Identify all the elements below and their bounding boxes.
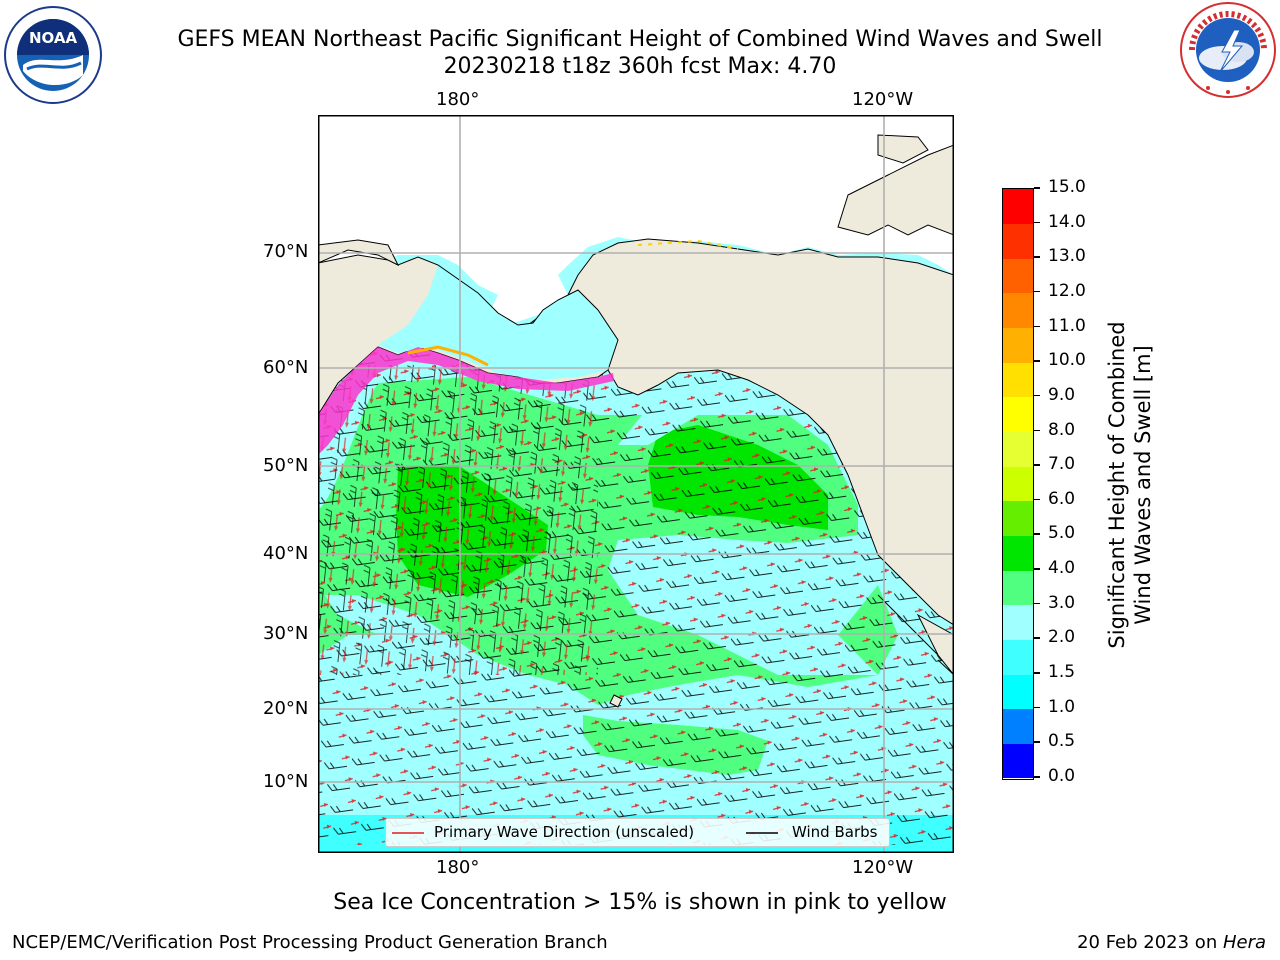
colorbar-tick-mark: [1034, 394, 1040, 397]
colorbar-tick-label: 6.0: [1048, 488, 1076, 509]
colorbar-tick-mark: [1034, 498, 1040, 501]
map-title: GEFS MEAN Northeast Pacific Significant …: [177, 27, 1103, 52]
colorbar-cell: [1003, 708, 1033, 744]
colorbar-tick-mark: [1034, 637, 1040, 639]
land-hawaii: [609, 694, 623, 708]
graticule: [318, 115, 954, 853]
colorbar-tick-label: 1.0: [1048, 696, 1076, 717]
colorbar-cell: [1003, 396, 1033, 433]
colorbar-cell: [1003, 362, 1033, 398]
colorbar-tick-label: 0.5: [1048, 731, 1076, 752]
colorbar-tick-label: 1.5: [1048, 662, 1076, 683]
lon-label-top-120w: 120°W: [852, 89, 914, 110]
wave-height-map: [318, 115, 954, 853]
colorbar-tick-mark: [1034, 776, 1040, 778]
nws-logo: [1178, 0, 1278, 100]
colorbar-cell: [1003, 466, 1033, 502]
colorbar-tick-label: 7.0: [1048, 454, 1076, 475]
lat-label-10n: 10°N: [263, 771, 309, 792]
lon-label-bottom-180: 180°: [436, 857, 480, 878]
colorbar-tick-label: 12.0: [1048, 280, 1086, 301]
land-arctic-islands: [837, 144, 954, 236]
colorbar-tick-label: 15.0: [1048, 177, 1086, 197]
colorbar-tick-mark: [1034, 256, 1040, 258]
colorbar-cell: [1003, 639, 1033, 675]
colorbar-cell: [1003, 535, 1033, 571]
map-legend: Primary Wave Direction (unscaled) Wind B…: [385, 818, 890, 847]
colorbar-cell: [1003, 743, 1033, 779]
colorbar-tick-mark: [1034, 360, 1040, 362]
host-text: Hera: [1222, 932, 1266, 953]
colorbar-tick-label: 3.0: [1048, 592, 1076, 613]
map-panel: [318, 115, 954, 853]
colorbar-cell: [1003, 223, 1033, 259]
colorbar-cell: [1003, 258, 1033, 294]
colorbar-tick-label: 11.0: [1048, 315, 1086, 336]
colorbar-tick-mark: [1034, 706, 1040, 709]
colorbar: [1002, 188, 1034, 780]
colorbar-tick-label: 4.0: [1048, 558, 1076, 579]
lat-label-70n: 70°N: [263, 241, 309, 262]
wave-direction-legend-line: [392, 832, 424, 834]
colorbar-tick-label: 10.0: [1048, 350, 1086, 371]
colorbar-tick-mark: [1034, 187, 1040, 189]
lat-label-60n: 60°N: [263, 357, 309, 378]
colorbar-tick-label: 13.0: [1048, 246, 1086, 267]
colorbar-tick-mark: [1034, 290, 1040, 293]
colorbar-tick-label: 14.0: [1048, 211, 1086, 232]
wind-barbs-legend-label: Wind Barbs: [792, 823, 878, 841]
lat-label-30n: 30°N: [263, 623, 309, 644]
lat-label-50n: 50°N: [263, 455, 309, 476]
colorbar-tick-label: 5.0: [1048, 523, 1076, 544]
colorbar-tick-label: 9.0: [1048, 384, 1076, 405]
colorbar-tick-mark: [1034, 429, 1040, 432]
colorbar-tick-mark: [1034, 464, 1040, 466]
colorbar-tick-mark: [1034, 325, 1040, 328]
date-text: 20 Feb 2023 on: [1077, 932, 1223, 953]
colorbar-ticks: 0.0 0.5 1.0 1.5 2.0 3.0 4.0 5.0 6.0 7.0 8.0 9.0 10.0…: [1034, 177, 1114, 786]
colorbar-label-line1: Significant Height of Combined: [1105, 321, 1129, 649]
colorbar-cell: [1003, 431, 1033, 467]
lon-label-top-180: 180°: [436, 89, 480, 110]
branch-credit: NCEP/EMC/Verification Post Processing Pr…: [12, 932, 608, 953]
colorbar-cell: [1003, 500, 1033, 536]
colorbar-tick-label: 8.0: [1048, 419, 1076, 440]
lon-label-bottom-120w: 120°W: [852, 857, 914, 878]
colorbar-cell: [1003, 570, 1033, 606]
wind-barbs-legend-line: [746, 832, 778, 834]
colorbar-cell: [1003, 674, 1033, 710]
colorbar-cell: [1003, 327, 1033, 363]
colorbar-tick-mark: [1034, 672, 1040, 674]
colorbar-label-line2: Wind Waves and Swell [m]: [1131, 345, 1155, 625]
colorbar-tick-mark: [1034, 533, 1040, 535]
lat-label-20n: 20°N: [263, 698, 309, 719]
colorbar-tick-mark: [1034, 741, 1040, 743]
noaa-logo-text: NOAA: [29, 29, 78, 47]
land-siberia: [318, 239, 400, 267]
colorbar-tick-mark: [1034, 602, 1040, 605]
date-credit: 20 Feb 2023 on Hera: [1077, 932, 1266, 953]
sea-ice-note: Sea Ice Concentration > 15% is shown in …: [333, 890, 947, 915]
colorbar-cell: [1003, 604, 1033, 640]
colorbar-tick-label: 2.0: [1048, 627, 1076, 648]
colorbar-cell: [1003, 189, 1033, 225]
colorbar-cell: [1003, 292, 1033, 329]
map-subtitle: 20230218 t18z 360h fcst Max: 4.70: [443, 54, 837, 79]
colorbar-tick-label: 0.0: [1048, 766, 1076, 786]
colorbar-tick-mark: [1034, 568, 1040, 570]
colorbar-tick-mark: [1034, 221, 1040, 224]
noaa-logo: NOAA: [3, 5, 103, 105]
lat-label-40n: 40°N: [263, 543, 309, 564]
wave-direction-legend-label: Primary Wave Direction (unscaled): [434, 823, 695, 841]
